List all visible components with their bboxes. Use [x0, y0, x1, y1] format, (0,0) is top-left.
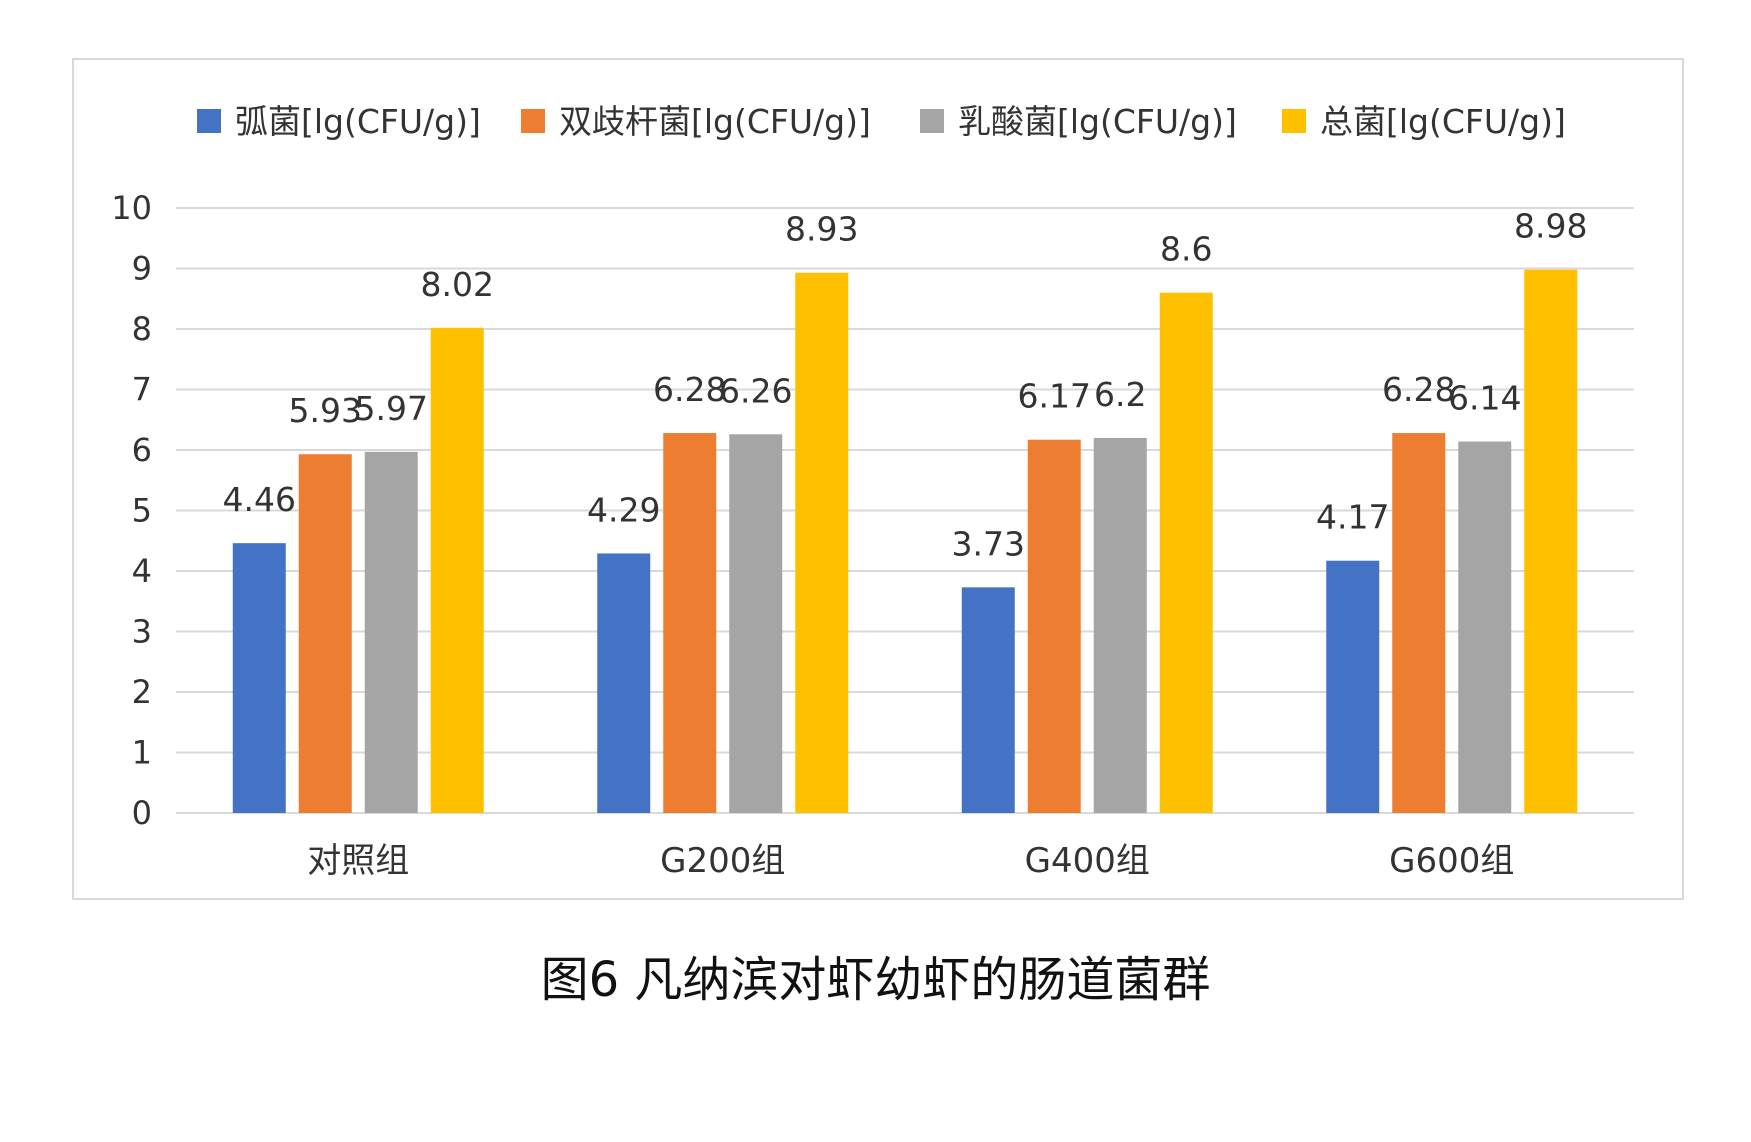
legend-swatch — [1282, 109, 1306, 133]
legend-swatch — [920, 109, 944, 133]
bar-3-4 — [1458, 441, 1512, 813]
data-label: 8.93 — [785, 210, 858, 249]
legend-label: 乳酸菌[lg(CFU/g)] — [958, 102, 1237, 141]
data-label: 6.28 — [653, 370, 726, 409]
y-tick-label: 2 — [132, 673, 152, 711]
data-label: 4.17 — [1316, 498, 1389, 537]
data-label: 5.97 — [355, 389, 428, 428]
y-tick-label: 9 — [132, 250, 152, 288]
bar-2-1 — [298, 454, 352, 813]
data-label: 6.14 — [1448, 379, 1521, 418]
bar-2-2 — [663, 433, 717, 813]
data-label: 4.46 — [223, 480, 296, 519]
data-label: 8.02 — [421, 265, 494, 304]
data-label: 3.73 — [952, 524, 1025, 563]
y-tick-label: 0 — [132, 794, 152, 832]
data-label: 8.6 — [1160, 230, 1212, 269]
data-label: 6.2 — [1094, 375, 1146, 414]
bar-4-1 — [430, 327, 484, 813]
data-label: 4.29 — [587, 490, 660, 529]
bar-2-4 — [1392, 433, 1446, 813]
bar-4-4 — [1524, 269, 1578, 814]
bar-3-3 — [1093, 437, 1147, 813]
y-tick-label: 4 — [132, 552, 152, 590]
y-tick-label: 5 — [132, 492, 152, 530]
y-tick-label: 7 — [132, 371, 152, 409]
data-label: 6.28 — [1382, 370, 1455, 409]
bar-4-2 — [795, 272, 849, 813]
bar-3-1 — [364, 451, 418, 813]
bar-3-2 — [729, 434, 783, 813]
y-tick-label: 8 — [132, 310, 152, 348]
legend-label: 总菌[lg(CFU/g)] — [1320, 102, 1566, 141]
x-category-label: 对照组 — [307, 841, 409, 881]
y-tick-label: 6 — [132, 431, 152, 469]
bar-1-3 — [961, 587, 1015, 813]
bar-1-2 — [597, 553, 651, 813]
data-label: 6.26 — [719, 371, 792, 410]
y-tick-label: 1 — [132, 734, 152, 772]
bar-1-4 — [1326, 560, 1380, 813]
bar-1-1 — [232, 543, 286, 813]
x-category-label: G600组 — [1389, 841, 1514, 881]
legend-label: 双歧杆菌[lg(CFU/g)] — [559, 102, 871, 141]
bar-4-3 — [1159, 292, 1213, 813]
figure-caption: 图6 凡纳滨对虾幼虾的肠道菌群 — [540, 952, 1211, 1008]
y-tick-label: 3 — [132, 613, 152, 651]
legend-label: 弧菌[lg(CFU/g)] — [235, 102, 481, 141]
y-tick-label: 10 — [111, 189, 152, 227]
x-category-label: G400组 — [1025, 841, 1150, 881]
legend-swatch — [197, 109, 221, 133]
data-label: 8.98 — [1514, 207, 1587, 246]
bar-2-3 — [1027, 439, 1081, 813]
data-label: 6.17 — [1018, 377, 1091, 416]
data-label: 5.93 — [289, 391, 362, 430]
x-category-label: G200组 — [660, 841, 785, 881]
legend-swatch — [521, 109, 545, 133]
